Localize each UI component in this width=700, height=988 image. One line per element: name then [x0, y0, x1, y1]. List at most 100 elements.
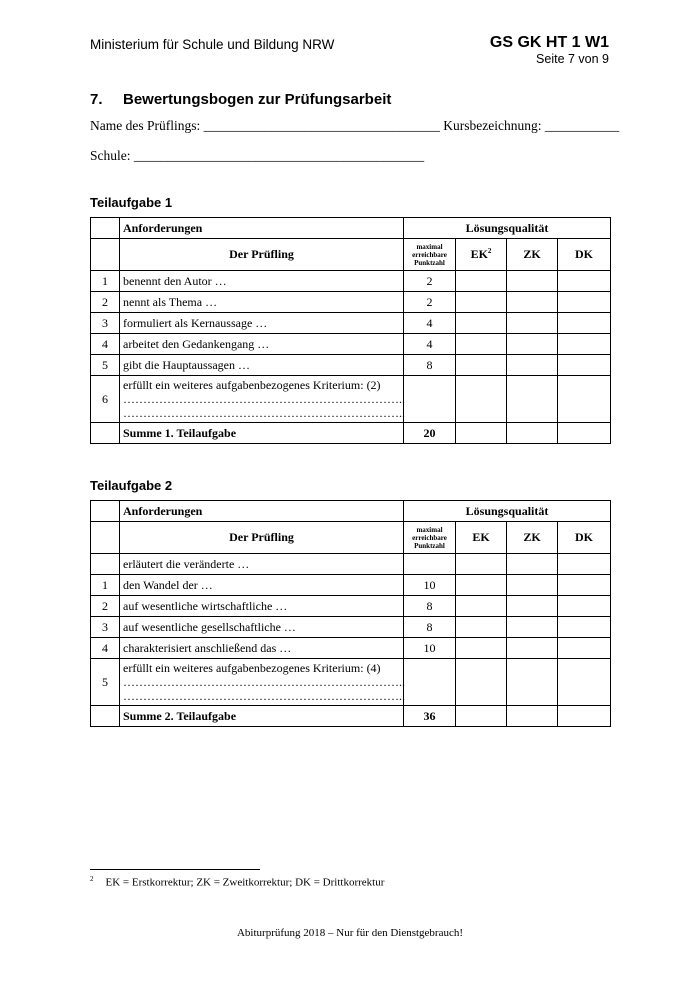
header-row: Anforderungen Lösungsqualität — [90, 217, 612, 239]
dk-score[interactable] — [556, 270, 612, 292]
zk-score[interactable] — [506, 637, 558, 659]
requirement-text: arbeitet den Gedankengang … — [119, 333, 404, 355]
table-row: 1 benennt den Autor … 2 — [90, 270, 612, 292]
footnote-text: EK = Erstkorrektur; ZK = Zweitkorrektur;… — [105, 876, 385, 889]
row-number: 5 — [90, 658, 120, 706]
ek-score[interactable] — [455, 616, 507, 638]
quality-header: Lösungsqualität — [402, 500, 612, 522]
row-number: 3 — [90, 312, 120, 334]
table-row: 4 arbeitet den Gedankengang … 4 — [90, 333, 612, 355]
row-number: 2 — [90, 291, 120, 313]
zk-sum[interactable] — [506, 705, 558, 727]
ek-score[interactable] — [455, 354, 507, 376]
dk-score[interactable] — [556, 553, 612, 575]
ek-sum[interactable] — [455, 422, 507, 444]
criterion-label: erfüllt ein weiteres aufgabenbezogenes K… — [123, 661, 381, 675]
max-points: 10 — [403, 637, 456, 659]
zk-score[interactable] — [506, 291, 558, 313]
requirement-text: benennt den Autor … — [119, 270, 404, 292]
row-number: 3 — [90, 616, 120, 638]
header-row: Anforderungen Lösungsqualität — [90, 500, 612, 522]
table-row: 3 auf wesentliche gesellschaftliche … 8 — [90, 616, 612, 638]
section-heading: 7. Bewertungsbogen zur Prüfungsarbeit — [90, 91, 391, 108]
ek-score[interactable] — [455, 658, 507, 706]
task-1-title: Teilaufgabe 1 — [90, 195, 173, 210]
name-course-line[interactable]: Name des Prüflings: ____________________… — [90, 118, 620, 133]
row-number: 6 — [90, 375, 120, 423]
requirement-text: erfüllt ein weiteres aufgabenbezogenes K… — [119, 658, 405, 706]
max-points-header: maximal erreichbare Punktzahl — [403, 521, 456, 554]
requirement-text: auf wesentliche wirtschaftliche … — [119, 595, 404, 617]
blank-cell — [90, 500, 120, 522]
dk-score[interactable] — [556, 574, 612, 596]
ek-label: EK — [470, 247, 488, 261]
dk-sum[interactable] — [556, 705, 612, 727]
zk-score[interactable] — [506, 375, 558, 423]
dk-sum[interactable] — [556, 422, 612, 444]
sum-label: Summe 1. Teilaufgabe — [119, 422, 404, 444]
ek-score[interactable] — [455, 312, 507, 334]
row-number — [90, 553, 120, 575]
requirement-text: gibt die Hauptaussagen … — [119, 354, 404, 376]
ek-score[interactable] — [455, 333, 507, 355]
max-points — [403, 658, 456, 706]
dk-score[interactable] — [556, 375, 612, 423]
criterion-fill-line[interactable]: …………………………………………………………….. — [123, 689, 405, 703]
dk-score[interactable] — [556, 354, 612, 376]
requirement-text: erläutert die veränderte … — [119, 553, 404, 575]
sum-label: Summe 2. Teilaufgabe — [119, 705, 404, 727]
requirement-text: charakterisiert anschließend das … — [119, 637, 404, 659]
zk-score[interactable] — [506, 270, 558, 292]
table-row: 5 gibt die Hauptaussagen … 8 — [90, 354, 612, 376]
ek-score[interactable] — [455, 375, 507, 423]
ek-score[interactable] — [455, 574, 507, 596]
ek-score[interactable] — [455, 595, 507, 617]
dk-score[interactable] — [556, 312, 612, 334]
criterion-fill-line[interactable]: …………………………………………………………….. — [123, 675, 405, 689]
max-points: 2 — [403, 270, 456, 292]
dk-score[interactable] — [556, 658, 612, 706]
zk-score[interactable] — [506, 333, 558, 355]
ek-score[interactable] — [455, 270, 507, 292]
school-line[interactable]: Schule: ________________________________… — [90, 148, 425, 163]
zk-sum[interactable] — [506, 422, 558, 444]
dk-score[interactable] — [556, 595, 612, 617]
table-row: 5 erfüllt ein weiteres aufgabenbezogenes … — [90, 658, 612, 706]
criterion-fill-line[interactable]: …………………………………………………………….. — [123, 406, 405, 420]
table-row: 2 auf wesentliche wirtschaftliche … 8 — [90, 595, 612, 617]
footnote-divider — [90, 869, 260, 870]
ek-sum[interactable] — [455, 705, 507, 727]
max-points: 8 — [403, 354, 456, 376]
dk-score[interactable] — [556, 333, 612, 355]
dk-score[interactable] — [556, 616, 612, 638]
max-points: 2 — [403, 291, 456, 313]
table-row: erläutert die veränderte … — [90, 553, 612, 575]
ek-header: EK — [455, 521, 507, 554]
table-row: 3 formuliert als Kernaussage … 4 — [90, 312, 612, 334]
zk-score[interactable] — [506, 595, 558, 617]
max-points: 8 — [403, 595, 456, 617]
sum-row: Summe 2. Teilaufgabe 36 — [90, 705, 612, 727]
dk-header: DK — [556, 521, 612, 554]
criterion-fill-line[interactable]: …………………………………………………………….. — [123, 392, 405, 406]
zk-score[interactable] — [506, 312, 558, 334]
requirement-text: formuliert als Kernaussage … — [119, 312, 404, 334]
zk-score[interactable] — [506, 658, 558, 706]
zk-score[interactable] — [506, 354, 558, 376]
ek-score[interactable] — [455, 553, 507, 575]
zk-header: ZK — [506, 238, 558, 271]
row-number: 4 — [90, 637, 120, 659]
ek-footnote-ref: 2 — [487, 247, 492, 255]
ek-score[interactable] — [455, 291, 507, 313]
sum-points: 20 — [403, 422, 456, 444]
zk-score[interactable] — [506, 574, 558, 596]
zk-score[interactable] — [506, 616, 558, 638]
ek-score[interactable] — [455, 637, 507, 659]
footnote-mark: 2 — [90, 875, 94, 883]
dk-score[interactable] — [556, 637, 612, 659]
zk-score[interactable] — [506, 553, 558, 575]
table-row: 2 nennt als Thema … 2 — [90, 291, 612, 313]
row-number: 4 — [90, 333, 120, 355]
dk-score[interactable] — [556, 291, 612, 313]
sum-points: 36 — [403, 705, 456, 727]
